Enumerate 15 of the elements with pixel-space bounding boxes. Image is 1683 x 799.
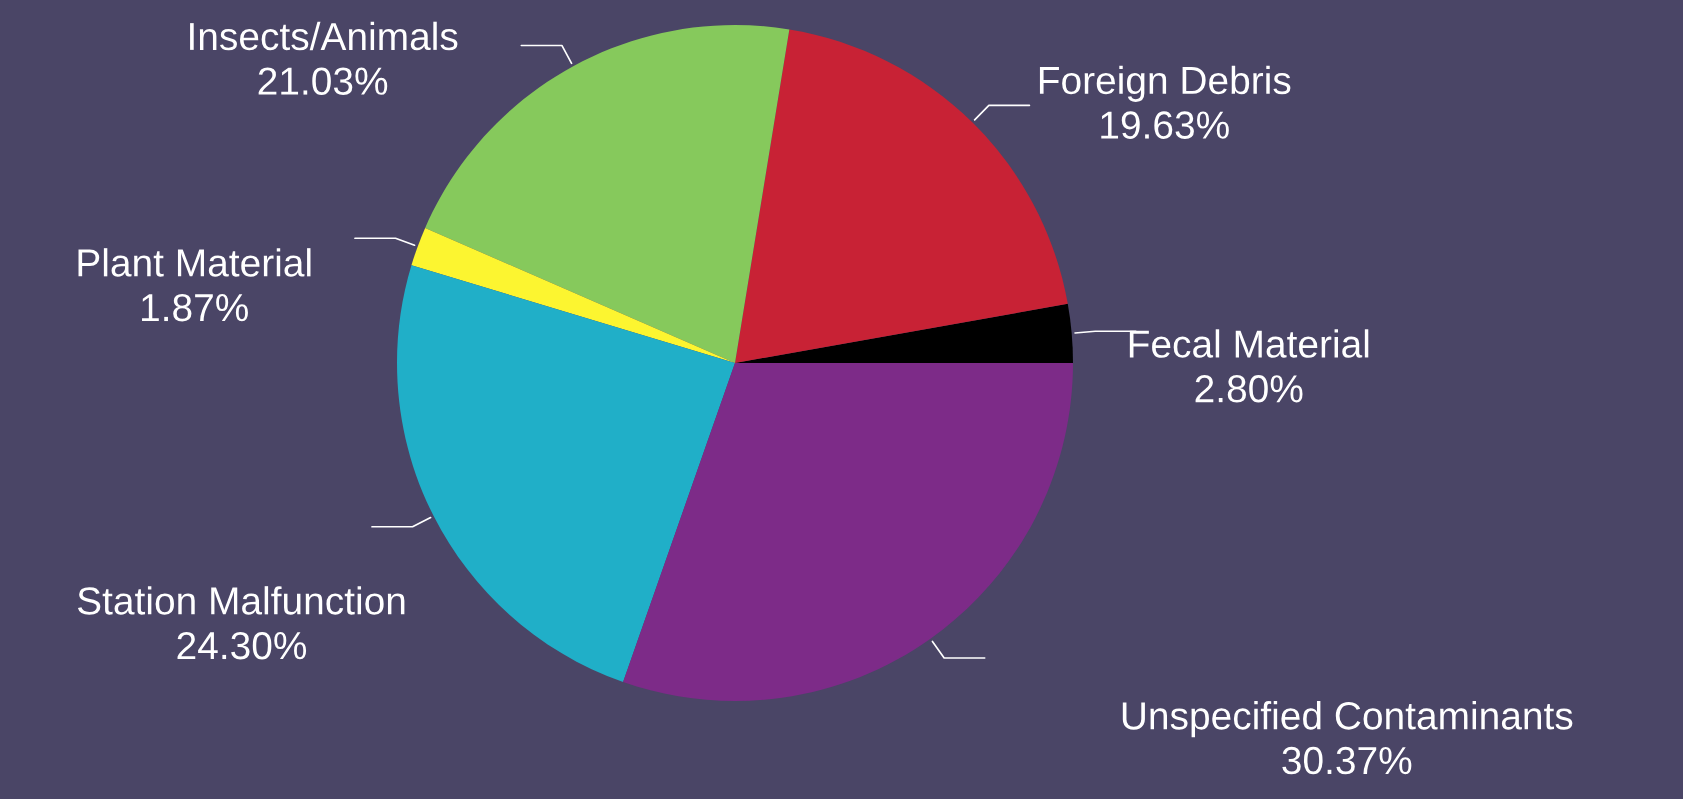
pie-slice [623, 363, 1073, 701]
data-label: 21.03% [258, 67, 388, 95]
slice-label: Fecal Material [1129, 329, 1369, 358]
pie-slice [411, 227, 735, 363]
slice-label: Station Malfunction [77, 586, 405, 615]
data-label: 24.30% [177, 631, 307, 660]
slice-label: Foreign Debris [1039, 65, 1291, 102]
data-label: 2.80% [1195, 375, 1303, 403]
data-label: 30.37% [1282, 746, 1412, 775]
slice-label: Insects/Animals [190, 21, 458, 51]
slice-label: Unspecified Contaminants [1122, 701, 1573, 738]
data-label: 1.87% [142, 293, 248, 322]
pie-slice [735, 303, 1073, 363]
data-label: 19.63% [1101, 111, 1229, 139]
slice-label: Plant Material [78, 248, 311, 277]
